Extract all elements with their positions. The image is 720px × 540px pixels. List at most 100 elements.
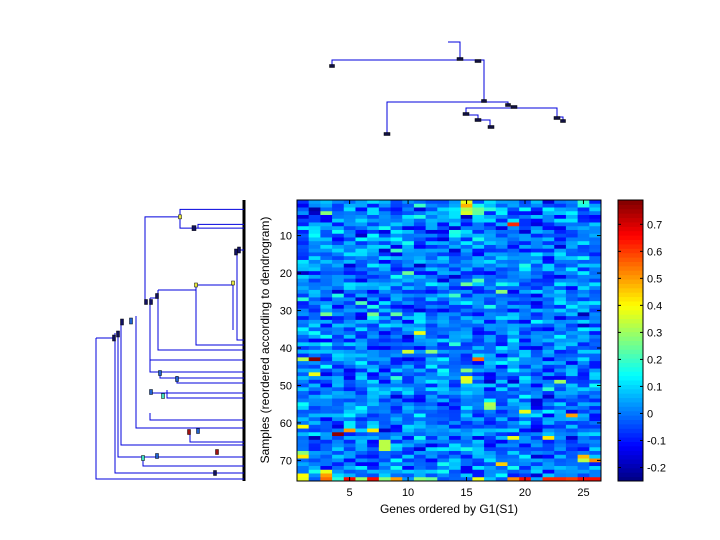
heatmap-cell: [308, 203, 321, 208]
heatmap-cell: [320, 200, 333, 205]
heatmap-cell: [460, 469, 473, 474]
colorbar-tick-label: 0.6: [647, 246, 662, 258]
heatmap-cell: [484, 443, 497, 448]
heatmap-cell: [320, 267, 333, 272]
heatmap-cell: [402, 327, 415, 332]
heatmap-cell: [320, 256, 333, 261]
heatmap-cell: [402, 346, 415, 351]
heatmap-cell: [437, 244, 450, 250]
heatmap-cell: [308, 379, 321, 384]
heatmap-cell: [507, 473, 520, 478]
heatmap-cell: [332, 364, 345, 369]
heatmap-cell: [378, 406, 391, 411]
heatmap-cell: [449, 413, 462, 418]
heatmap-cell: [437, 447, 450, 452]
heatmap-cell: [320, 214, 333, 220]
heatmap-cell: [589, 417, 602, 422]
x-tick-label: 5: [347, 487, 353, 499]
heatmap-cell: [589, 432, 602, 437]
heatmap-cell: [507, 406, 520, 411]
dendrogram-branch: [117, 336, 244, 458]
heatmap-cell: [484, 282, 497, 287]
heatmap-cell: [507, 323, 520, 328]
heatmap-cell: [554, 241, 567, 246]
heatmap-cell: [577, 451, 590, 456]
colorbar-segment: [618, 463, 643, 469]
heatmap-cell: [495, 409, 508, 414]
heatmap-cell: [320, 458, 333, 463]
dendrogram-node: [560, 119, 566, 123]
heatmap-cell: [390, 304, 403, 310]
heatmap-cell: [577, 379, 590, 384]
heatmap-cell: [449, 259, 462, 265]
heatmap-cell: [577, 469, 590, 474]
heatmap-cell: [378, 308, 391, 313]
heatmap-cell: [402, 323, 415, 328]
heatmap-cell: [542, 454, 555, 459]
heatmap-cell: [495, 327, 508, 332]
heatmap-cell: [390, 214, 403, 220]
dendrogram-branch: [114, 333, 244, 474]
dendrogram-node: [481, 99, 487, 103]
heatmap-cell: [378, 211, 391, 216]
heatmap-cell: [554, 353, 567, 358]
colorbar-segment: [618, 204, 643, 210]
heatmap-cell: [507, 207, 520, 212]
heatmap-cell: [554, 346, 567, 351]
heatmap-cell: [390, 349, 403, 355]
heatmap-cell: [378, 237, 391, 242]
heatmap-cell: [437, 357, 450, 362]
heatmap-cell: [367, 218, 380, 223]
heatmap-cell: [390, 248, 403, 253]
heatmap-cell: [425, 406, 438, 411]
heatmap-cell: [449, 439, 462, 444]
heatmap-cell: [519, 391, 532, 396]
heatmap-cell: [355, 301, 368, 306]
heatmap-cell: [530, 432, 543, 437]
heatmap-cell: [343, 331, 356, 336]
heatmap-cell: [554, 323, 567, 328]
heatmap-cell: [297, 376, 310, 381]
heatmap-cell: [332, 466, 345, 471]
heatmap-cell: [449, 297, 462, 302]
heatmap-cell: [332, 338, 345, 343]
heatmap-cell: [577, 211, 590, 216]
heatmap-cell: [530, 473, 543, 478]
heatmap-cell: [297, 458, 310, 463]
heatmap-cell: [484, 308, 497, 313]
heatmap-cell: [297, 432, 310, 437]
heatmap-cell: [495, 342, 508, 347]
heatmap-cell: [589, 259, 602, 265]
heatmap-cell: [413, 289, 427, 295]
heatmap-cell: [507, 271, 520, 276]
heatmap-cell: [530, 244, 543, 250]
dendrogram-node: [456, 57, 464, 61]
heatmap-cell: [449, 282, 462, 287]
heatmap-cell: [297, 357, 310, 362]
heatmap-cell: [297, 207, 310, 212]
heatmap-cell: [542, 263, 555, 268]
heatmap-cell: [565, 278, 579, 283]
heatmap-cell: [542, 312, 555, 317]
heatmap-cell: [484, 304, 497, 310]
heatmap-cell: [472, 229, 485, 235]
heatmap-cell: [554, 458, 567, 463]
heatmap-cell: [378, 312, 391, 317]
heatmap-cell: [519, 229, 532, 235]
heatmap-cell: [390, 406, 403, 411]
heatmap-cell: [378, 304, 391, 310]
heatmap-cell: [308, 361, 321, 366]
heatmap-cell: [413, 282, 427, 287]
heatmap-cell: [507, 346, 520, 351]
heatmap-cell: [355, 376, 368, 381]
heatmap-cell: [449, 477, 462, 482]
heatmap-cell: [437, 278, 450, 283]
heatmap-cell: [542, 319, 555, 325]
heatmap-cell: [565, 211, 579, 216]
heatmap-cell: [425, 477, 438, 482]
heatmap-cell: [297, 462, 310, 467]
heatmap-cell: [507, 286, 520, 291]
heatmap-cell: [460, 458, 473, 463]
heatmap-cell: [320, 432, 333, 437]
heatmap-cell: [507, 368, 520, 373]
